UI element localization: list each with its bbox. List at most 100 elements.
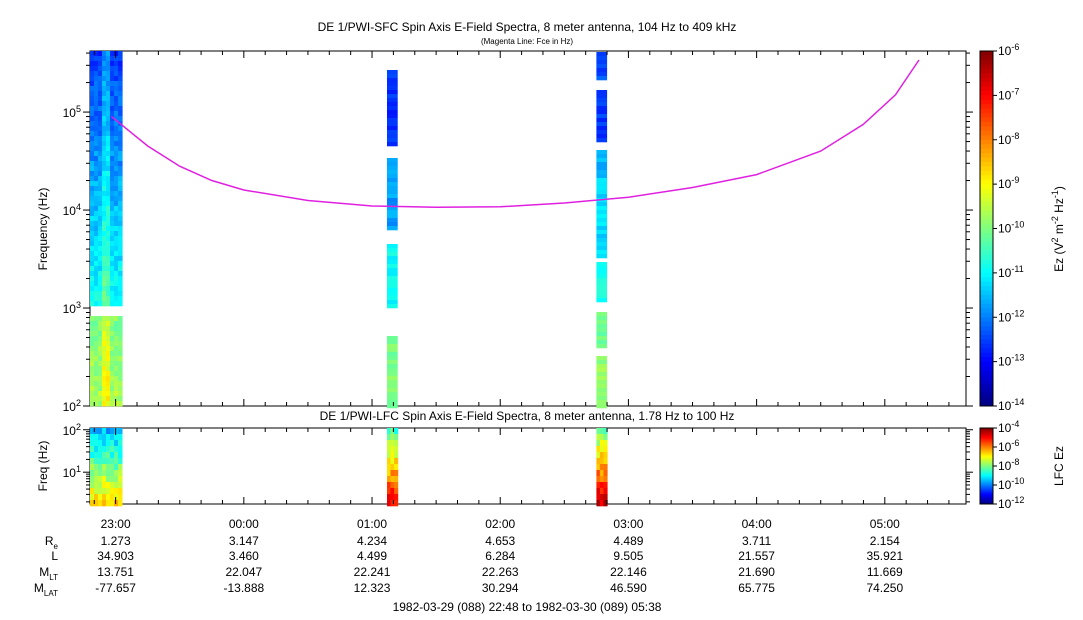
sfc-colorbar-cell — [980, 277, 993, 283]
lfc-data-cell — [114, 488, 119, 495]
sfc-data-cell — [118, 101, 123, 107]
lfc-data-cell — [603, 494, 608, 501]
sfc-data-cell — [106, 236, 111, 242]
sfc-data-cell — [98, 356, 103, 362]
sfc-data-cell — [106, 321, 111, 327]
ephemeris-value: 13.751 — [97, 565, 134, 579]
sfc-data-cell — [118, 336, 123, 342]
sfc-data-cell — [110, 391, 115, 397]
sfc-data-cell — [106, 146, 111, 152]
sfc-data-cell — [94, 76, 99, 82]
sfc-data-cell — [114, 401, 119, 407]
tick-exponent: -8 — [1011, 457, 1019, 467]
sfc-data-cell — [114, 111, 119, 117]
sfc-data-cell — [110, 401, 115, 407]
sfc-data-cell — [387, 194, 398, 199]
lfc-data-cell — [603, 482, 608, 489]
sfc-colorbar-label: Ez (V2 m-2 Hz-1) — [1050, 186, 1066, 272]
lfc-data-cell — [390, 476, 395, 483]
lfc-colorbar-cell — [980, 468, 993, 471]
sfc-colorbar-cell — [980, 317, 993, 323]
tick-mantissa: 10 — [998, 459, 1012, 473]
sfc-data-cell — [596, 130, 608, 135]
sfc-data-cell — [102, 176, 107, 182]
sfc-colorbar-cell — [980, 303, 993, 309]
sfc-data-cell — [114, 201, 119, 207]
lfc-colorbar-cell — [980, 465, 993, 467]
sfc-data-cell — [596, 170, 608, 175]
sfc-data-cell — [596, 262, 608, 267]
sfc-data-cell — [596, 328, 608, 333]
time-tick-label: 02:00 — [485, 517, 515, 531]
sfc-data-cell — [90, 246, 95, 252]
sfc-data-cell — [98, 211, 103, 217]
lfc-colorbar-cell — [980, 481, 993, 483]
sfc-data-cell — [118, 136, 123, 142]
sfc-data-cell — [102, 106, 107, 112]
sfc-data-cell — [90, 386, 95, 392]
lfc-data-cell — [599, 482, 604, 489]
sfc-data-cell — [102, 156, 107, 162]
tick-exponent: -12 — [1011, 495, 1024, 505]
sfc-colorbar-cell — [980, 95, 993, 101]
lfc-colorbar-cell — [980, 471, 993, 474]
sfc-data-cell — [98, 171, 103, 177]
lfc-colorbar-cell — [980, 443, 993, 445]
ephemeris-value: 3.460 — [229, 549, 259, 563]
sfc-data-cell — [98, 386, 103, 392]
sfc-data-cell — [110, 201, 115, 207]
sfc-data-cell — [118, 346, 123, 352]
sfc-data-cell — [102, 381, 107, 387]
lfc-data-cell — [114, 458, 119, 465]
lfc-colorbar-cell — [980, 502, 993, 504]
lfc-data-cell — [387, 470, 392, 477]
sfc-data-cell — [94, 176, 99, 182]
lfc-data-cell — [118, 428, 123, 435]
lfc-data-cell — [106, 440, 111, 447]
lfc-data-cell — [603, 470, 608, 477]
sfc-data-cell — [596, 360, 608, 365]
sfc-data-cell — [596, 278, 608, 283]
sfc-data-cell — [106, 241, 111, 247]
sfc-data-cell — [387, 300, 398, 305]
lfc-data-cell — [118, 476, 123, 483]
sfc-colorbar-cell — [980, 90, 993, 96]
sfc-data-cell — [118, 286, 123, 292]
sfc-data-cell — [90, 171, 95, 177]
sfc-data-cell — [387, 190, 398, 195]
sfc-data-cell — [102, 66, 107, 72]
sfc-data-cell — [90, 376, 95, 382]
lfc-data-cell — [102, 482, 107, 489]
sfc-data-cell — [114, 76, 119, 82]
sfc-data-cell — [114, 371, 119, 377]
sfc-colorbar-cell — [980, 290, 993, 296]
sfc-data-cell — [94, 246, 99, 252]
sfc-data-cell — [102, 81, 107, 87]
sfc-data-cell — [110, 56, 115, 62]
sfc-data-cell — [596, 202, 608, 207]
sfc-data-cell — [387, 260, 398, 265]
lfc-data-cell — [90, 476, 95, 483]
lfc-data-cell — [110, 500, 115, 507]
lfc-data-cell — [94, 488, 99, 495]
sfc-data-cell — [118, 266, 123, 272]
lfc-data-cell — [394, 434, 399, 441]
sfc-data-cell — [90, 211, 95, 217]
lfc-data-cell — [599, 440, 604, 447]
sfc-data-cell — [110, 171, 115, 177]
sfc-colorbar-cell — [980, 330, 993, 336]
sfc-data-cell — [118, 316, 123, 322]
sfc-data-cell — [114, 396, 119, 402]
tick-exponent: -14 — [1011, 397, 1024, 407]
sfc-data-cell — [102, 356, 107, 362]
lfc-data-cell — [596, 482, 601, 489]
ephemeris-label-sub: LT — [49, 573, 58, 582]
sfc-y-tick-label: 103 — [63, 300, 81, 316]
lfc-data-cell — [118, 494, 123, 501]
sfc-data-cell — [102, 206, 107, 212]
lfc-data-cell — [394, 488, 399, 495]
sfc-data-cell — [596, 174, 608, 179]
lfc-data-cell — [390, 488, 395, 495]
sfc-data-cell — [90, 181, 95, 187]
sfc-data-cell — [94, 81, 99, 87]
